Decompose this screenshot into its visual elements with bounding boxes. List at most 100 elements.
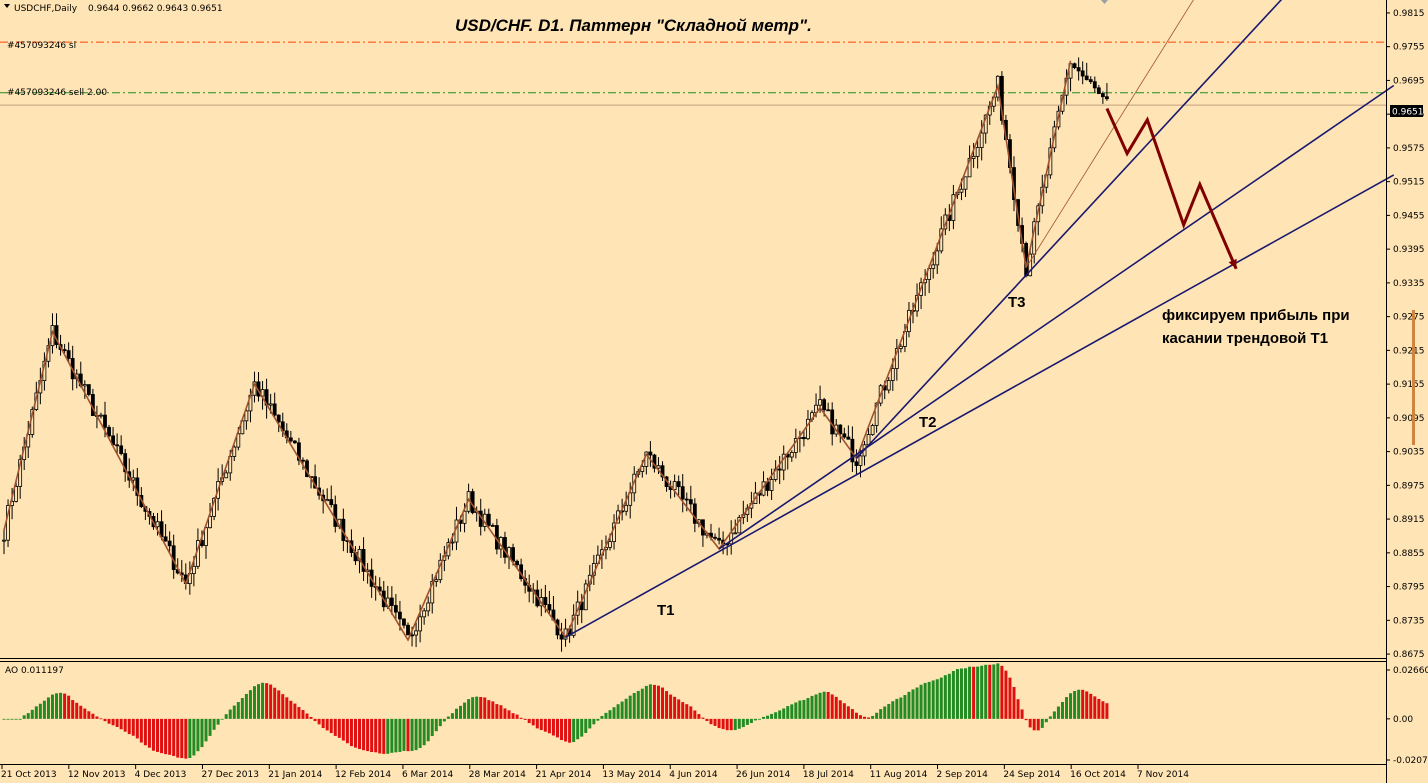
ao-bar	[483, 697, 487, 719]
candle-body	[870, 425, 875, 436]
ao-bar	[620, 701, 624, 719]
fan-line	[1025, 0, 1194, 268]
time-tick-label: 21 Jan 2014	[268, 770, 322, 780]
candle	[648, 441, 653, 467]
ao-bar	[240, 698, 244, 719]
candle	[232, 445, 237, 461]
ao-bar	[652, 684, 656, 719]
candle-body	[806, 418, 810, 440]
price-tick-label: 0.9455	[1393, 211, 1425, 221]
ao-bar	[555, 718, 559, 738]
candle-body	[1096, 87, 1101, 94]
price-tick-label: 0.9575	[1393, 144, 1425, 154]
candle-body	[547, 604, 552, 611]
candle-body	[648, 451, 653, 456]
candle-body	[769, 479, 774, 491]
ao-bar	[891, 701, 895, 719]
candle-body	[191, 565, 196, 574]
ao-bar	[895, 698, 899, 719]
candle-body	[398, 611, 402, 620]
time-tick-label: 12 Nov 2013	[68, 770, 126, 780]
ao-bar	[661, 687, 665, 719]
ao-bar	[418, 718, 422, 749]
candle-body	[135, 477, 140, 496]
ao-bar	[786, 706, 790, 719]
ao-bar	[289, 700, 293, 719]
ao-bar	[612, 707, 616, 719]
ao-bar	[729, 718, 733, 731]
ao-bar	[770, 713, 774, 719]
candle	[14, 481, 19, 503]
ao-bar	[208, 718, 212, 736]
ao-bar	[220, 718, 224, 720]
ao-bar	[854, 712, 858, 719]
ao-bar	[370, 718, 374, 753]
ao-bar	[200, 718, 204, 748]
candle-body	[99, 414, 103, 417]
time-tick-label: 6 Mar 2014	[402, 770, 454, 780]
ao-bar	[50, 694, 54, 719]
candle-body	[890, 368, 895, 381]
candle-body	[361, 549, 366, 572]
ao-label: AO 0.011197	[5, 666, 64, 676]
t1-label: T1	[657, 602, 675, 619]
ao-bar	[753, 718, 757, 721]
candle-body	[414, 630, 418, 636]
candle-body	[131, 477, 136, 481]
ao-bar	[168, 718, 172, 755]
collapse-triangle-icon[interactable]	[4, 4, 10, 8]
ao-bar	[1012, 687, 1016, 719]
ao-bar	[143, 718, 147, 746]
ao-bar	[802, 699, 806, 719]
ao-bar	[560, 718, 564, 741]
time-tick-label: 27 Dec 2013	[201, 770, 259, 780]
scroll-handle[interactable]	[1412, 310, 1415, 445]
candle-body	[737, 517, 742, 534]
candle	[826, 402, 831, 412]
ao-bar	[810, 695, 814, 719]
ao-bar	[806, 698, 810, 719]
ao-bar	[281, 694, 285, 719]
ao-bar	[741, 718, 745, 728]
candle	[777, 455, 782, 485]
ao-bar	[871, 715, 875, 719]
candle-body	[208, 515, 212, 529]
ao-bar	[349, 718, 353, 747]
ao-bar	[1060, 701, 1064, 719]
trendline-t1	[565, 174, 1395, 638]
ao-bar	[947, 673, 951, 719]
ao-bar	[135, 718, 139, 739]
ao-bar	[386, 718, 390, 754]
candle	[1105, 83, 1109, 101]
ao-bar	[996, 663, 1000, 719]
sell-order-label: #457093246 sell 2.00	[7, 88, 107, 98]
candle-body	[652, 454, 657, 469]
candle-body	[297, 442, 301, 461]
ao-bar	[232, 705, 236, 719]
ao-bar	[826, 692, 830, 719]
ao-bar	[850, 709, 854, 719]
ao-bar	[192, 718, 196, 756]
ao-bar	[341, 718, 345, 741]
ao-bar	[1052, 711, 1056, 719]
ao-bar	[454, 708, 458, 719]
candle-body	[1105, 96, 1109, 100]
ao-bar	[317, 718, 321, 725]
candle	[62, 344, 67, 354]
shift-marker-icon[interactable]	[1101, 0, 1108, 4]
candle-body	[406, 624, 410, 636]
ao-bar	[491, 701, 495, 719]
candle-body	[624, 504, 629, 512]
candle	[426, 596, 431, 617]
ao-bar	[1040, 718, 1044, 728]
ao-bar	[604, 712, 608, 719]
ao-bar	[858, 715, 862, 719]
ao-bar	[915, 687, 919, 719]
ao-bar	[353, 718, 357, 748]
ao-bar	[697, 714, 701, 719]
candle	[414, 622, 418, 648]
candle-body	[418, 616, 423, 632]
time-tick-label: 18 Jul 2014	[803, 770, 854, 780]
ao-bar	[123, 718, 127, 732]
candle-body	[163, 536, 168, 542]
